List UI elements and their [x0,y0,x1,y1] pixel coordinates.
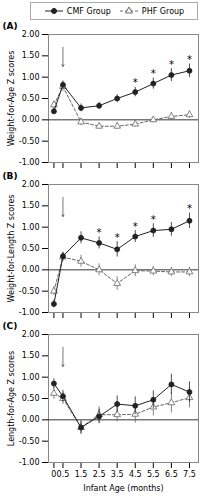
svg-text:2.00: 2.00 [22,180,40,189]
svg-text:*: * [151,68,156,79]
svg-text:1.5: 1.5 [75,470,88,479]
svg-text:*: * [115,232,120,243]
svg-text:*: * [151,214,156,225]
svg-text:3.5: 3.5 [111,470,124,479]
svg-text:2.00: 2.00 [22,30,40,39]
svg-text:-1.00: -1.00 [19,158,40,167]
svg-text:*: * [133,221,138,232]
svg-text:7.5: 7.5 [183,470,196,479]
svg-text:2.5: 2.5 [93,470,106,479]
svg-text:6.5: 6.5 [165,470,178,479]
svg-text:0.00: 0.00 [22,115,40,124]
svg-text:-0.50: -0.50 [19,437,40,446]
svg-text:1.50: 1.50 [22,201,40,210]
svg-text:*: * [187,54,192,65]
svg-text:-1.00: -1.00 [19,308,40,317]
svg-text:-0.50: -0.50 [19,137,40,146]
svg-text:0.50: 0.50 [22,244,40,253]
svg-text:0.5: 0.5 [57,470,70,479]
svg-text:-0.50: -0.50 [19,287,40,296]
svg-text:1.00: 1.00 [22,223,40,232]
svg-text:-1.00: -1.00 [19,458,40,467]
svg-text:0.50: 0.50 [22,394,40,403]
svg-text:4.5: 4.5 [129,470,142,479]
svg-text:1.50: 1.50 [22,351,40,360]
svg-text:1.00: 1.00 [22,373,40,382]
svg-text:(A): (A) [3,21,18,31]
svg-text:0.00: 0.00 [22,415,40,424]
svg-text:0: 0 [51,470,57,480]
svg-text:Length-for-Age Z scores: Length-for-Age Z scores [7,351,16,446]
svg-text:*: * [169,59,174,70]
svg-text:Weight-for-Age Z scores: Weight-for-Age Z scores [7,51,16,147]
svg-text:(B): (B) [3,171,18,181]
svg-text:0.00: 0.00 [22,265,40,274]
html-text:PHF Group: PHF Group [141,6,185,16]
svg-text:(C): (C) [3,321,18,331]
svg-text:0.50: 0.50 [22,94,40,103]
svg-text:Weight-for-Length Z scores: Weight-for-Length Z scores [7,195,16,303]
svg-text:5.5: 5.5 [147,470,160,479]
svg-text:*: * [97,227,102,238]
svg-text:*: * [187,203,192,214]
svg-text:*: * [133,77,138,88]
svg-text:2.00: 2.00 [22,330,40,339]
svg-text:Infant Age (months): Infant Age (months) [83,484,163,493]
svg-text:1.50: 1.50 [22,51,40,60]
svg-text:1.00: 1.00 [22,73,40,82]
html-text:CMF Group: CMF Group [66,6,111,16]
